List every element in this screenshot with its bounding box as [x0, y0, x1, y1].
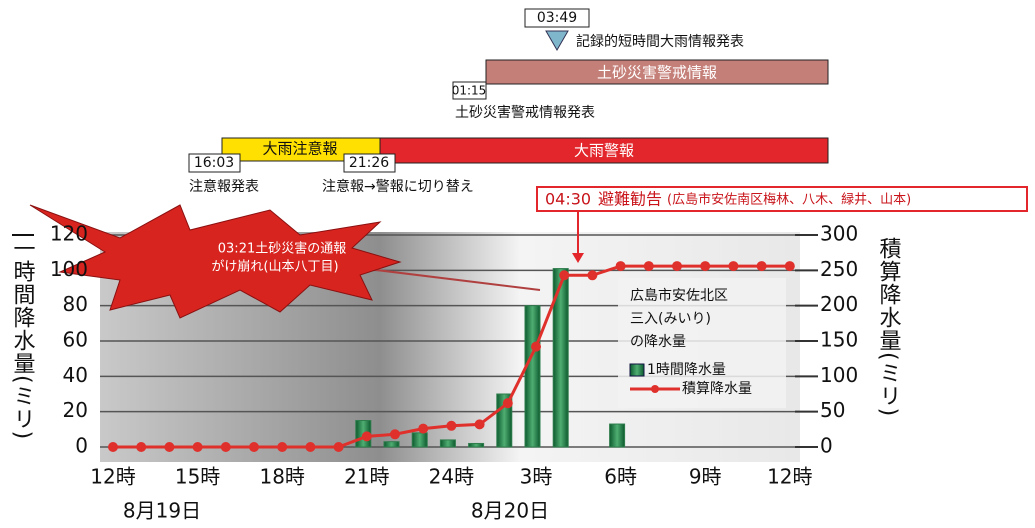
bar [412, 433, 427, 447]
point [249, 442, 259, 452]
point [531, 342, 541, 352]
x-tick-label: 6時 [604, 465, 637, 489]
callout-text: がけ崩れ(山本八丁目) [211, 260, 338, 275]
point [108, 442, 118, 452]
point [587, 270, 597, 280]
period-label: 土砂災害警戒情報 [597, 64, 717, 82]
evacuation-label: 避難勧告 [598, 190, 662, 209]
y-tick-label: 40 [63, 363, 88, 387]
x-tick-label: 12時 [90, 465, 135, 489]
x-tick-label: 12時 [767, 465, 812, 489]
x-tick-label: 3時 [520, 465, 553, 489]
chart: 土砂災害警戒情報 大雨注意報 大雨警報 03:49 記録的短時間大雨情報発表 0… [0, 0, 1035, 528]
legend-swatch [651, 385, 659, 393]
legend-note: 三入(みいり) [630, 311, 711, 327]
evacuation-detail: (広島市安佐南区梅林、八木、緑井、山本) [667, 192, 911, 208]
y2-tick-label: 100 [820, 363, 858, 387]
x-tick-label: 15時 [175, 465, 220, 489]
callout-text: 03:21土砂災害の通報 [218, 241, 346, 257]
point [164, 442, 174, 452]
x-tick-label: 18時 [259, 465, 304, 489]
legend-label: 1時間降水量 [647, 362, 726, 378]
point [446, 421, 456, 431]
point [334, 442, 344, 452]
point [559, 270, 569, 280]
point [221, 442, 231, 452]
y-tick-label: 80 [63, 292, 88, 316]
point [136, 442, 146, 452]
point [644, 261, 654, 271]
point [362, 431, 372, 441]
y-tick-label: 60 [63, 328, 88, 352]
point [503, 398, 513, 408]
x-tick-label: 21時 [344, 465, 389, 489]
point [305, 442, 315, 452]
event-time: 03:49 [537, 10, 577, 26]
y2-tick-label: 150 [820, 328, 858, 352]
event-label: 注意報発表 [189, 178, 259, 195]
event-time: 21:26 [349, 155, 389, 171]
bar [440, 440, 455, 447]
y2-axis-title: 積算降水量(ミリ) [876, 237, 902, 417]
point [785, 261, 795, 271]
bar [525, 306, 540, 447]
period-label: 大雨注意報 [262, 140, 337, 158]
legend-swatch [630, 364, 644, 376]
event-label: 記録的短時間大雨情報発表 [576, 33, 744, 50]
y-tick-label: 0 [75, 434, 88, 458]
marker [546, 31, 568, 50]
legend-note: の降水量 [630, 334, 686, 350]
point [475, 419, 485, 429]
event-label: 土砂災害警戒情報発表 [455, 105, 595, 121]
y-tick-label: 120 [50, 222, 88, 246]
y2-tick-label: 250 [820, 257, 858, 281]
event-time: 16:03 [194, 155, 234, 171]
y2-tick-label: 300 [820, 222, 858, 246]
point [700, 261, 710, 271]
point [418, 424, 428, 434]
bar [384, 442, 399, 447]
event-time: 01:15 [452, 84, 487, 98]
point [616, 261, 626, 271]
event-label: 注意報→警報に切り替え [322, 178, 474, 195]
point [757, 261, 767, 271]
y-tick-label: 100 [50, 257, 88, 281]
legend-note: 広島市安佐北区 [630, 287, 728, 304]
point [277, 442, 287, 452]
bar [469, 443, 484, 447]
point [193, 442, 203, 452]
point [672, 261, 682, 271]
y-tick-label: 20 [63, 398, 88, 422]
bar [610, 424, 625, 447]
x-tick-label: 24時 [429, 465, 474, 489]
date-label: 8月20日 [471, 499, 549, 523]
evacuation-time: 04:30 [545, 190, 591, 209]
y2-tick-label: 200 [820, 292, 858, 316]
point [728, 261, 738, 271]
y2-tick-label: 0 [820, 434, 833, 458]
y2-tick-label: 50 [820, 398, 845, 422]
legend-label: 積算降水量 [682, 381, 752, 397]
x-tick-label: 9時 [689, 465, 722, 489]
date-label: 8月19日 [123, 499, 201, 523]
point [390, 429, 400, 439]
period-label: 大雨警報 [574, 142, 634, 160]
y-axis-title: 一時間降水量(ミリ) [10, 237, 36, 440]
